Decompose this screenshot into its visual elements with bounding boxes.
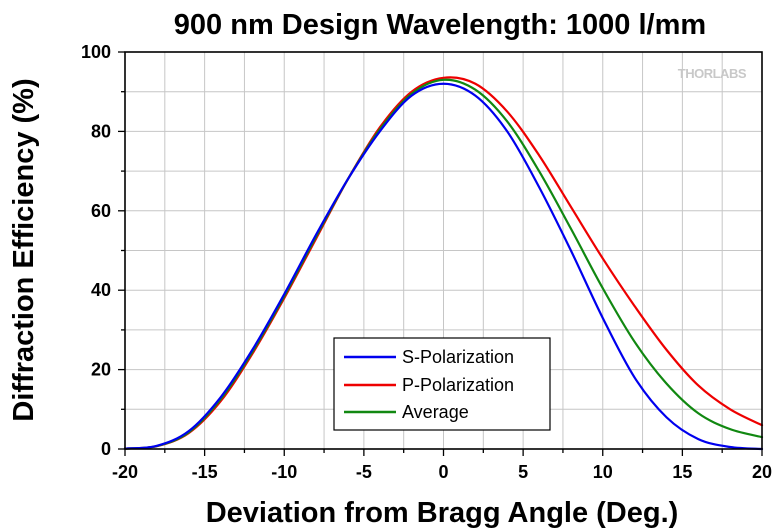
legend-label-s-polarization: S-Polarization xyxy=(402,347,514,367)
y-tick-label: 20 xyxy=(91,360,111,380)
y-tick-label: 40 xyxy=(91,280,111,300)
x-tick-label: 20 xyxy=(752,462,772,482)
series-line-average xyxy=(123,78,764,450)
legend-label-p-polarization: P-Polarization xyxy=(402,375,514,395)
thorlabs-watermark: THORLABS xyxy=(678,66,747,81)
legend-label-average: Average xyxy=(402,402,469,422)
x-tick-label: 10 xyxy=(593,462,613,482)
x-tick-label: -10 xyxy=(271,462,297,482)
chart-title: 900 nm Design Wavelength: 1000 l/mm xyxy=(174,9,706,41)
x-tick-label: 5 xyxy=(518,462,528,482)
series-line-p-polarization xyxy=(123,76,764,450)
series-line-s-polarization xyxy=(123,82,764,451)
grid xyxy=(125,52,762,449)
x-tick-label: -15 xyxy=(192,462,218,482)
y-tick-label: 100 xyxy=(81,42,111,62)
x-tick-label: -20 xyxy=(112,462,138,482)
y-tick-label: 0 xyxy=(101,439,111,459)
x-tick-label: 15 xyxy=(672,462,692,482)
x-tick-label: 0 xyxy=(438,462,448,482)
x-tick-label: -5 xyxy=(356,462,372,482)
y-tick-label: 60 xyxy=(91,201,111,221)
x-axis-label: Deviation from Bragg Angle (Deg.) xyxy=(206,497,679,529)
y-tick-label: 80 xyxy=(91,121,111,141)
ticks: -20 -15 -10 -5 0 5 10 15 20 0 20 40 60 80 100 xyxy=(81,42,772,482)
series-layer xyxy=(123,76,764,451)
y-axis-label: Diffraction Efficiency (%) xyxy=(8,78,40,421)
legend: S-Polarization P-Polarization Average xyxy=(333,337,551,431)
